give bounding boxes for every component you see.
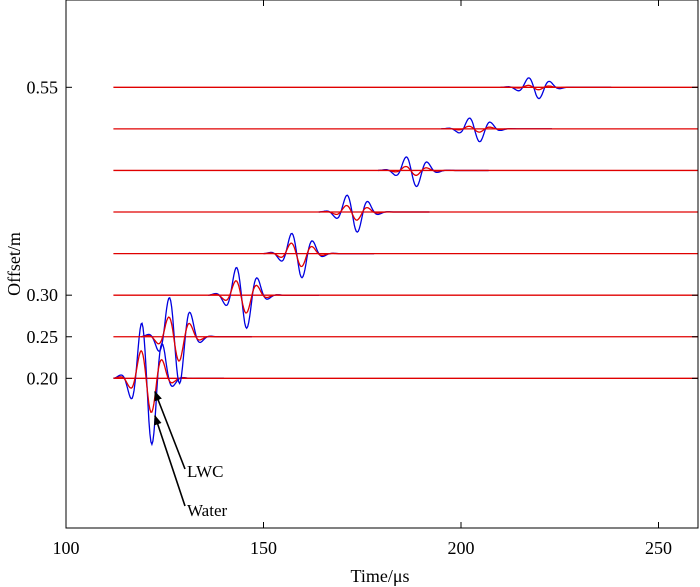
lwc-trace-0 [113,349,224,413]
lwc-trace-4 [318,204,430,221]
y-tick-label-0: 0.20 [27,368,59,388]
lwc-trace-7 [500,84,612,91]
y-tick-label-2: 0.30 [27,285,59,305]
ticks-layer: 100 150 200 250 0.20 0.25 0.30 0.55 [27,0,698,558]
lwc-trace-5 [378,165,489,176]
annotation-arrow-1 [153,414,186,507]
x-tick-label-0: 100 [53,538,80,558]
lwc-trace-1 [141,316,252,362]
x-tick-label-2: 200 [448,538,475,558]
annotation-lwc: LWC [187,462,224,481]
x-tick-label-3: 250 [645,538,672,558]
annotation-arrow-0 [154,390,186,470]
y-axis-label: Offset/m [4,232,24,296]
annotations-layer: LWC Water [153,390,227,520]
x-axis-label: Time/μs [350,566,409,586]
y-tick-label-1: 0.25 [27,327,59,347]
annotation-water: Water [187,501,227,520]
y-tick-label-3: 0.55 [27,77,59,97]
lwc-trace-3 [263,242,375,268]
plot-frame [65,0,699,529]
lwc-trace-6 [441,125,552,133]
lwc-trace-2 [208,280,319,314]
x-tick-label-1: 150 [250,538,277,558]
traces-layer [113,77,698,447]
